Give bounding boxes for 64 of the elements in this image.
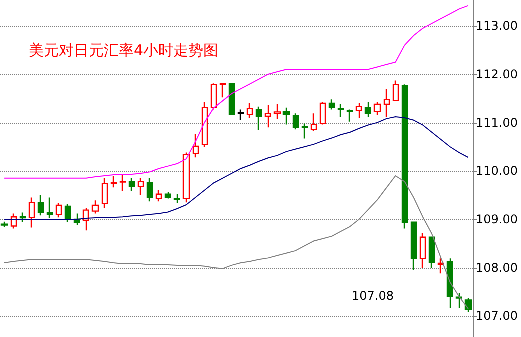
candlestick	[446, 258, 454, 310]
candlestick	[228, 83, 236, 116]
candlestick	[438, 258, 444, 274]
candlestick	[320, 102, 326, 126]
candlestick	[292, 113, 300, 130]
candlestick	[38, 194, 44, 216]
candlestick	[328, 99, 336, 110]
candlestick	[46, 197, 54, 220]
text: 美元对日元汇率4小时走势图	[29, 42, 219, 60]
y-tick-label: 107.00	[476, 309, 518, 324]
candlestick	[220, 83, 226, 98]
y-tick-label: 111.00	[476, 116, 518, 130]
candlestick	[420, 232, 426, 269]
candlestick	[128, 178, 136, 192]
candlestick	[310, 113, 318, 132]
candlestick	[138, 178, 144, 196]
line-series	[4, 175, 469, 310]
candlestick	[64, 204, 72, 224]
candlestick	[0, 221, 8, 228]
candlestick	[282, 107, 290, 126]
candlestick	[164, 192, 172, 200]
line-series	[4, 5, 469, 179]
candlestick	[182, 152, 190, 204]
candlestick	[464, 298, 472, 313]
candlestick	[192, 134, 200, 158]
candlestick	[74, 213, 80, 226]
candlestick	[384, 88, 390, 118]
candlestick	[102, 178, 108, 209]
candlestick	[456, 292, 462, 310]
candlestick	[246, 102, 254, 120]
candlestick	[174, 194, 180, 204]
candlestick	[264, 104, 272, 128]
y-tick-label: 109.00	[476, 212, 518, 227]
candlestick	[374, 102, 382, 116]
y-tick-label: 110.00	[476, 164, 518, 178]
candlestick	[146, 178, 154, 202]
candlestick	[356, 102, 362, 120]
candlestick	[56, 202, 62, 218]
candlestick	[338, 104, 344, 118]
candlestick	[392, 80, 400, 102]
candlestick	[28, 197, 36, 228]
candlestick	[346, 109, 354, 122]
candlestick	[120, 174, 126, 192]
candlestick	[210, 83, 218, 110]
candlestick	[20, 212, 26, 224]
candlestick	[156, 190, 162, 202]
candlestick	[428, 236, 436, 269]
candlestick	[238, 109, 244, 121]
candlestick	[82, 208, 90, 232]
candlestick	[402, 84, 408, 230]
y-tick-label: 108.00	[476, 260, 518, 275]
candlestick	[256, 106, 262, 132]
candlestick	[302, 123, 308, 140]
candlestick	[92, 200, 100, 214]
y-tick-label: 113.00	[476, 19, 518, 34]
line-series	[4, 116, 469, 220]
candlestick	[274, 104, 282, 120]
y-tick-label: 112.00	[476, 67, 518, 82]
candlestick	[110, 176, 118, 188]
candlestick	[10, 213, 18, 230]
candlestick	[364, 102, 372, 118]
annotation: 107.08	[352, 289, 394, 303]
candlestick	[410, 222, 418, 271]
candlestick	[202, 102, 208, 148]
